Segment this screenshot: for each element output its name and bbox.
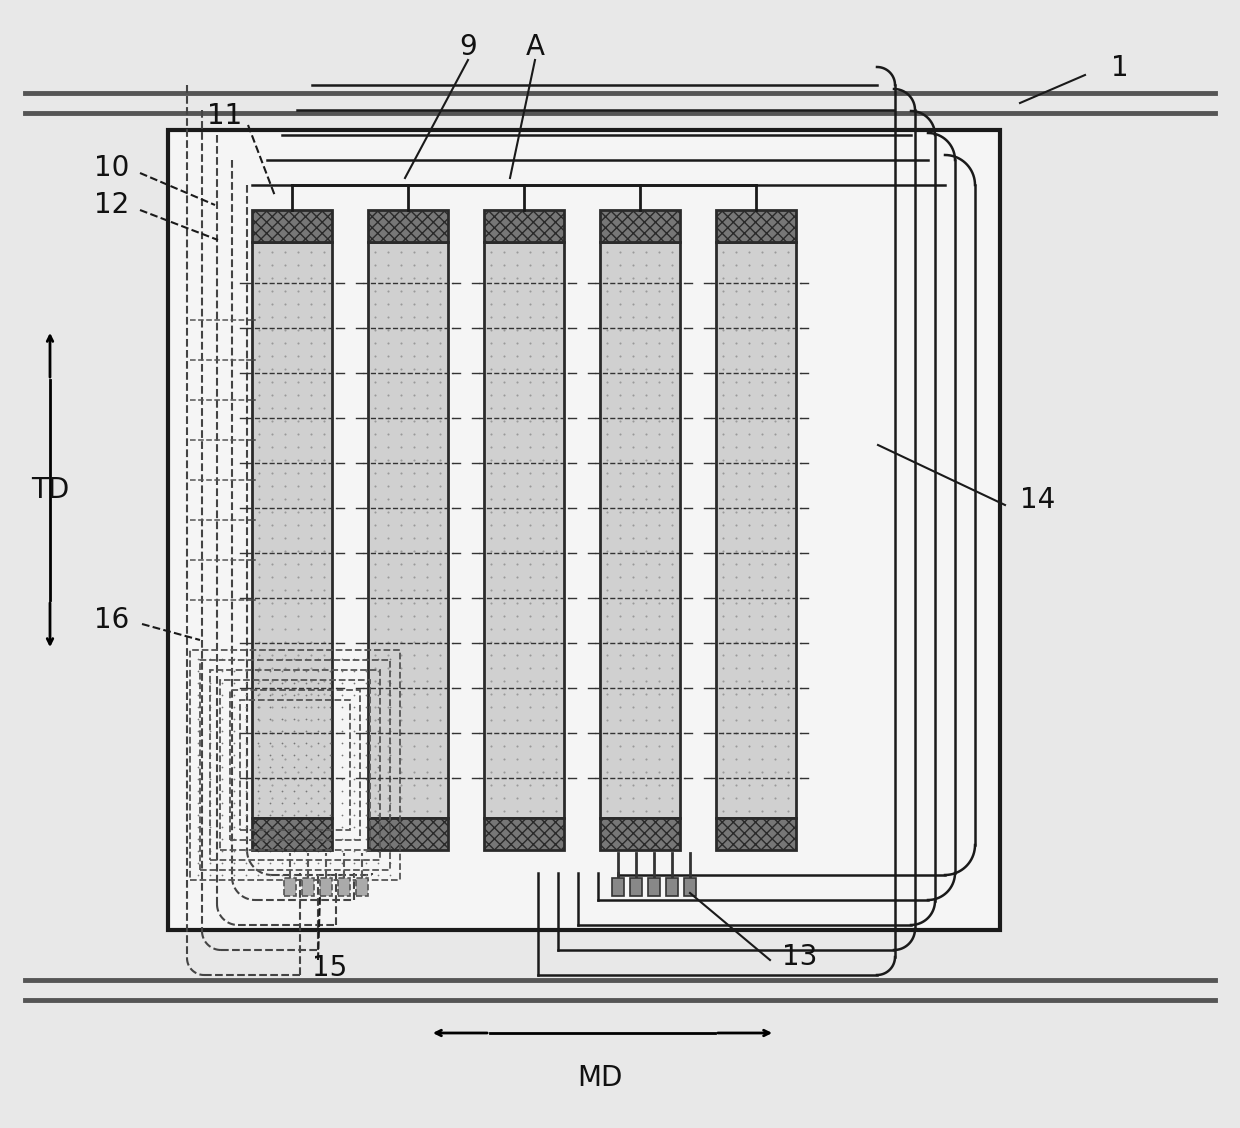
Bar [600, 210, 680, 243]
Bar [339, 878, 350, 896]
Bar [600, 243, 680, 818]
Bar [200, 660, 391, 870]
Bar [484, 243, 564, 818]
Bar [368, 243, 448, 818]
Bar [229, 690, 360, 840]
Bar [303, 878, 314, 896]
Bar [252, 210, 332, 243]
Text: 10: 10 [94, 155, 130, 182]
Bar [368, 818, 448, 851]
Bar [167, 130, 999, 929]
Text: 1: 1 [1111, 54, 1128, 82]
Text: 9: 9 [459, 33, 477, 61]
Bar [368, 210, 448, 243]
Bar [284, 878, 296, 896]
Bar [600, 818, 680, 851]
Text: TD: TD [31, 476, 69, 504]
Text: 12: 12 [94, 191, 130, 219]
Text: MD: MD [578, 1064, 622, 1092]
Bar [715, 818, 796, 851]
Bar [252, 243, 332, 818]
Bar [613, 878, 624, 896]
Text: 14: 14 [1021, 486, 1055, 514]
Bar [649, 878, 660, 896]
Bar [190, 650, 401, 880]
Bar [484, 210, 564, 243]
Bar [219, 680, 370, 851]
Text: 16: 16 [94, 606, 130, 634]
Bar [210, 670, 379, 860]
Bar [484, 818, 564, 851]
Bar [630, 878, 642, 896]
Bar [684, 878, 696, 896]
Bar [252, 818, 332, 851]
Text: 15: 15 [312, 954, 347, 982]
Bar [241, 700, 350, 830]
Text: 11: 11 [207, 102, 243, 130]
Bar [320, 878, 332, 896]
Text: 13: 13 [782, 943, 817, 971]
Text: A: A [526, 33, 544, 61]
Bar [715, 210, 796, 243]
Bar [715, 243, 796, 818]
Bar [356, 878, 368, 896]
Bar [666, 878, 678, 896]
